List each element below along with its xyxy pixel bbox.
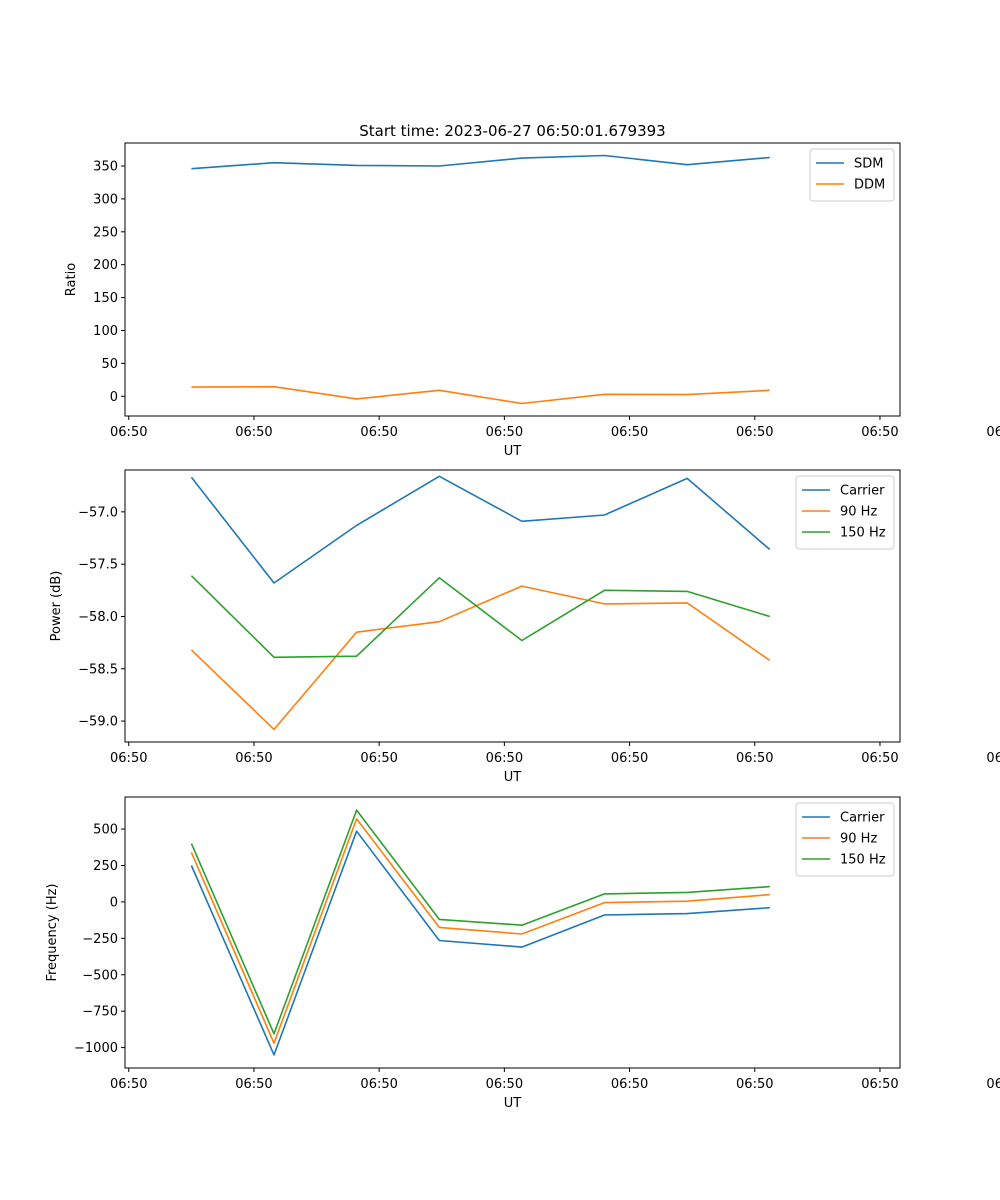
x-tick-label: 06:50 (235, 1077, 272, 1092)
x-axis-label: UT (504, 444, 522, 459)
subplots: 06:50 06:50 06:50 06:50 06:50 06:50 06:50 06:51… (45, 142, 1000, 1111)
x-tick-label: 06:51 (986, 751, 1000, 766)
series-line-150-hz (190, 809, 770, 1035)
legend: Carrier 90 Hz 150 Hz (795, 802, 895, 877)
x-tick-label: 06:50 (736, 751, 773, 766)
x-tick-label: 06:50 (486, 1077, 523, 1092)
y-axis-label: Ratio (64, 263, 79, 296)
y-tick-label: 0 (110, 390, 118, 405)
x-tick-label: 06:50 (360, 425, 397, 440)
series-line-sdm (191, 154, 770, 170)
x-tick-label: 06:50 (736, 1077, 773, 1092)
x-axis-label: UT (504, 1096, 522, 1111)
y-tick-label: 200 (93, 258, 118, 273)
legend-box (795, 802, 895, 877)
subplot-1: 06:50 06:50 06:50 06:50 06:50 06:50 06:50 06:51… (64, 142, 1000, 459)
x-tick-label: 06:50 (861, 751, 898, 766)
y-tick-label: 0 (110, 895, 118, 910)
x-tick-label: 06:50 (110, 425, 147, 440)
series-line-carrier (190, 475, 771, 584)
x-tick-label: 06:51 (986, 1077, 1000, 1092)
y-tick-label: 350 (93, 160, 118, 175)
x-tick-label: 06:50 (861, 1077, 898, 1092)
y-axis-label: Power (dB) (49, 571, 64, 642)
subplot-2: 06:50 06:50 06:50 06:50 06:50 06:50 06:50 06:51… (49, 469, 1000, 785)
x-tick-label: 06:50 (486, 751, 523, 766)
y-tick-label: 100 (93, 324, 118, 339)
axes-frame (124, 142, 901, 417)
y-tick-label: −500 (82, 968, 118, 983)
x-tick-label: 06:50 (861, 425, 898, 440)
y-tick-label: 250 (93, 225, 118, 240)
series-line-90-hz (190, 818, 770, 1044)
legend-label: 90 Hz (840, 832, 877, 847)
x-tick-label: 06:50 (611, 1077, 648, 1092)
x-tick-label: 06:50 (611, 425, 648, 440)
legend-box (809, 148, 895, 202)
legend: SDM DDM (809, 148, 895, 202)
legend-label: Carrier (840, 811, 885, 826)
legend-label: DDM (854, 178, 885, 193)
legend-label: 150 Hz (840, 526, 886, 541)
y-tick-label: −58.0 (78, 610, 118, 625)
y-tick-label: −57.0 (78, 505, 118, 520)
y-tick-label: −58.5 (78, 662, 118, 677)
subplot-3: 06:50 06:50 06:50 06:50 06:50 06:50 06:50 06:51… (45, 796, 1000, 1111)
series-line-ddm (191, 385, 770, 405)
x-axis-label: UT (504, 770, 522, 785)
y-tick-label: 250 (93, 859, 118, 874)
axes-frame (124, 796, 901, 1069)
x-tick-label: 06:50 (235, 751, 272, 766)
x-tick-label: 06:50 (110, 1077, 147, 1092)
y-axis-label: Frequency (Hz) (45, 883, 60, 981)
x-tick-label: 06:50 (611, 751, 648, 766)
x-tick-label: 06:50 (360, 1077, 397, 1092)
y-tick-label: −59.0 (78, 715, 118, 730)
x-tick-label: 06:50 (486, 425, 523, 440)
legend-label: 150 Hz (840, 853, 886, 868)
y-tick-label: −57.5 (78, 558, 118, 573)
y-tick-label: 150 (93, 291, 118, 306)
series-line-90-hz (190, 585, 771, 731)
figure-title: Start time: 2023-06-27 06:50:01.679393 (359, 122, 665, 140)
y-tick-label: 500 (93, 823, 118, 838)
legend-label: SDM (854, 157, 883, 172)
x-tick-label: 06:50 (235, 425, 272, 440)
x-tick-label: 06:50 (360, 751, 397, 766)
legend-box (795, 475, 895, 550)
x-tick-label: 06:50 (110, 751, 147, 766)
x-tick-label: 06:50 (736, 425, 773, 440)
legend-label: Carrier (840, 484, 885, 499)
series-line-carrier (190, 830, 770, 1056)
y-tick-label: 300 (93, 192, 118, 207)
legend: Carrier 90 Hz 150 Hz (795, 475, 895, 550)
y-tick-label: 50 (101, 357, 118, 372)
axes-frame (124, 469, 901, 743)
y-tick-label: −1000 (74, 1041, 118, 1056)
x-tick-label: 06:51 (986, 425, 1000, 440)
y-tick-label: −250 (82, 932, 118, 947)
legend-label: 90 Hz (840, 505, 877, 520)
series-line-150-hz (190, 575, 771, 659)
y-tick-label: −750 (82, 1005, 118, 1020)
